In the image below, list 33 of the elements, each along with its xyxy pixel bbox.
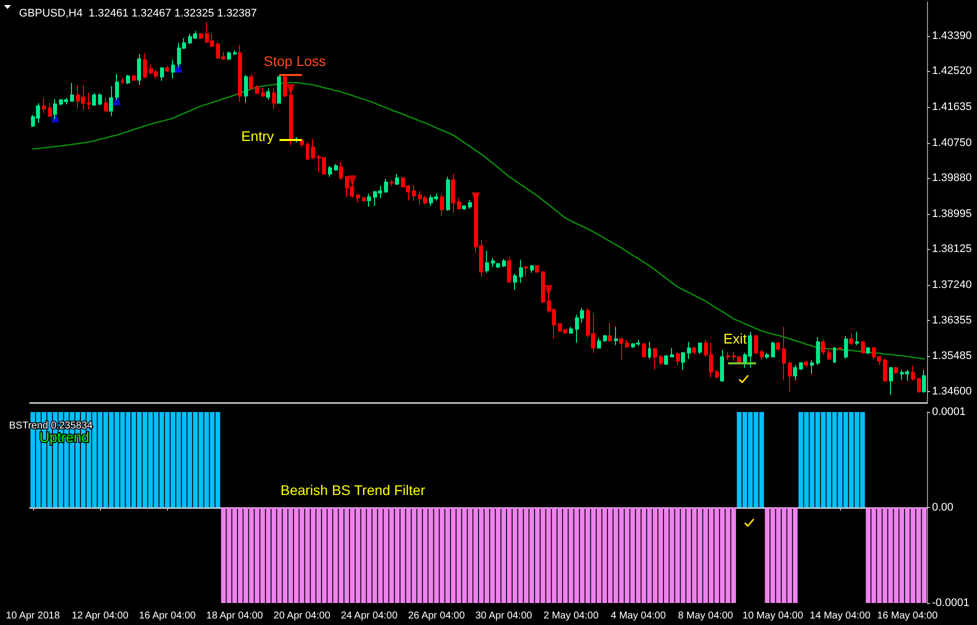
annotation: Stop Loss [264,53,326,69]
y-tick-label: 1.42520 [932,65,972,78]
y-tick-label: 1.36355 [932,314,972,327]
y-tick-label: 0.00 [932,502,954,514]
x-tick-label: 10 Apr 2018 [6,610,60,622]
x-tick-label: 24 Apr 04:00 [340,610,398,622]
x-tick-label: 16 Apr 04:00 [138,610,196,622]
y-tick-label: 1.41635 [932,101,972,114]
y-tick-label: 1.40750 [932,136,972,149]
y-tick-label: 1.38125 [932,243,972,256]
x-tick-label: 18 Apr 04:00 [206,610,264,622]
x-tick-label: 20 Apr 04:00 [274,610,331,622]
x-tick-label: 16 May 04:00 [877,610,938,622]
y-tick-label: 1.37240 [932,278,972,291]
annotation: Bearish BS Trend Filter [280,482,426,498]
y-tick-label: 0.0001 [932,406,966,418]
x-tick-label: 2 May 04:00 [543,610,599,622]
y-tick-label: 1.43390 [932,30,972,42]
x-tick-label: 30 Apr 04:00 [475,610,533,622]
x-tick-label: 12 Apr 04:00 [72,610,129,622]
y-tick-label: 1.38995 [932,208,972,220]
annotation: Exit [723,330,747,346]
y-tick-label: -0.0001 [932,597,970,609]
x-tick-label: 14 May 04:00 [810,610,871,622]
annotation: Entry [241,128,274,144]
x-tick-label: 26 Apr 04:00 [408,610,466,622]
x-tick-label: 10 May 04:00 [742,610,804,622]
chart-title: GBPUSD,H4 1.32461 1.32467 1.32325 1.32387 [19,8,257,20]
y-tick-label: 1.39880 [932,172,972,184]
x-tick-label: 8 May 04:00 [678,610,734,622]
x-tick-label: 4 May 04:00 [610,610,666,622]
y-tick-label: 1.35485 [932,350,972,362]
y-tick-label: 1.34600 [932,386,972,398]
